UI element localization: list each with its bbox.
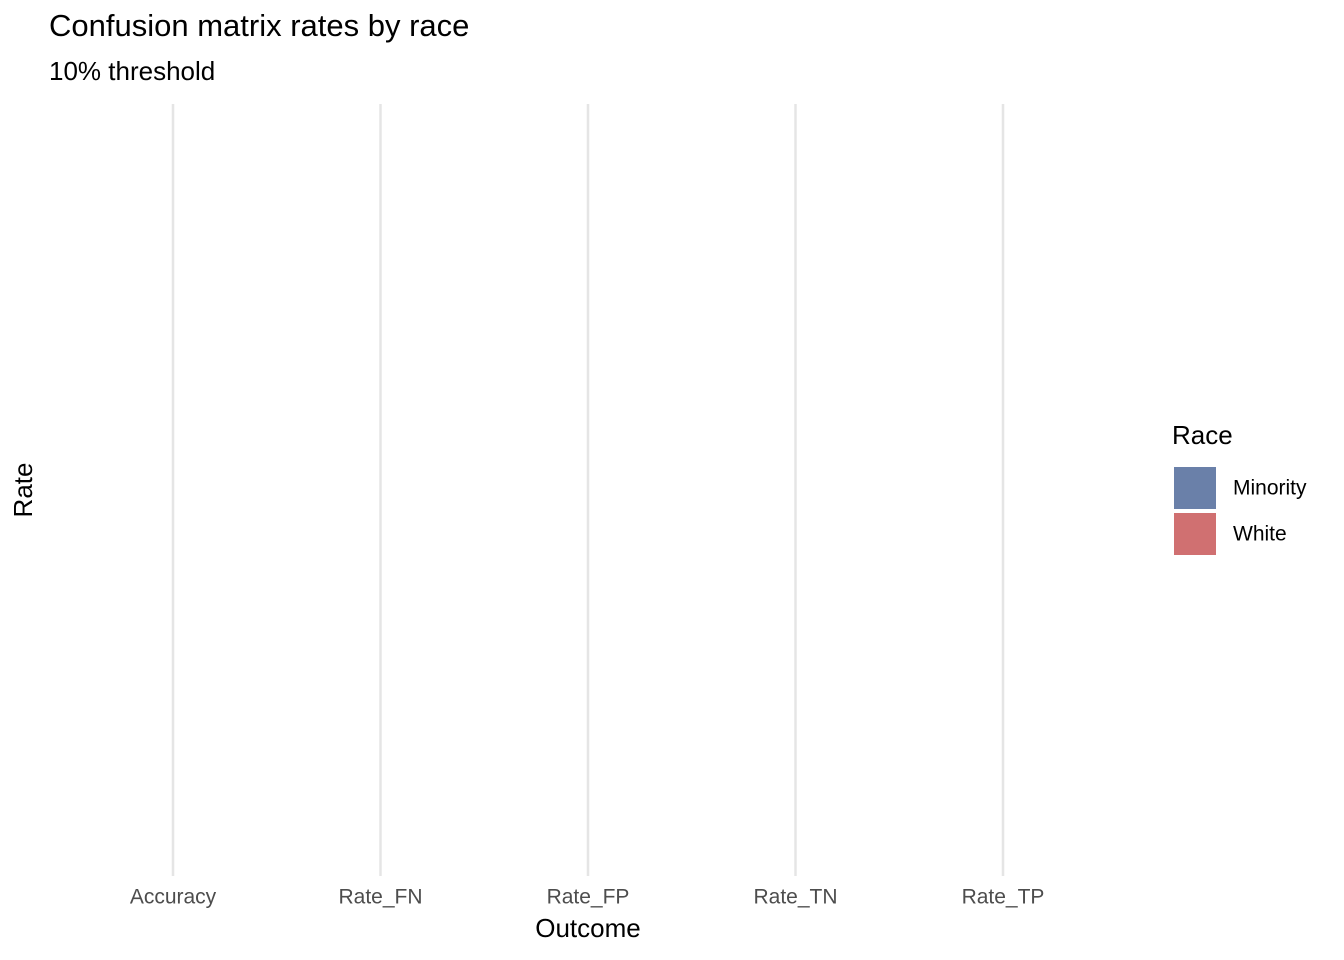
legend-swatch xyxy=(1174,467,1216,509)
y-axis-label: Rate xyxy=(8,463,38,518)
legend-title: Race xyxy=(1172,420,1233,450)
legend-label: White xyxy=(1233,523,1287,546)
x-tick-label: Rate_FP xyxy=(547,886,630,909)
chart-title: Confusion matrix rates by race xyxy=(49,8,469,43)
x-axis-label: Outcome xyxy=(535,913,641,943)
x-tick-label: Accuracy xyxy=(130,886,217,909)
x-tick-label: Rate_TN xyxy=(753,886,837,909)
legend-label: Minority xyxy=(1233,477,1307,500)
x-tick-label: Rate_FN xyxy=(338,886,422,909)
chart-subtitle: 10% threshold xyxy=(49,56,215,86)
x-tick-label: Rate_TP xyxy=(962,886,1045,909)
legend-swatch xyxy=(1174,513,1216,555)
